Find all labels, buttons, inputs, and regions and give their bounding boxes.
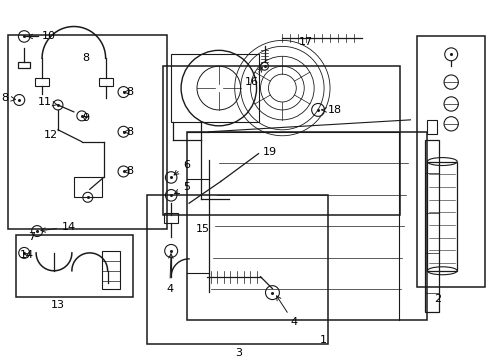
Bar — [101, 251, 120, 289]
Text: 18: 18 — [322, 105, 342, 115]
Bar — [171, 54, 259, 122]
Bar — [427, 162, 457, 271]
Bar — [16, 235, 133, 297]
Text: 14: 14 — [20, 250, 34, 260]
Bar — [35, 78, 49, 86]
Text: 1: 1 — [320, 335, 327, 345]
Bar — [425, 140, 439, 312]
Text: 11: 11 — [38, 97, 57, 107]
Text: 19: 19 — [263, 147, 277, 157]
Bar — [18, 62, 30, 68]
Bar — [417, 36, 485, 287]
Bar — [187, 132, 427, 320]
Text: 12: 12 — [44, 130, 58, 140]
Text: 17: 17 — [299, 37, 313, 48]
Text: 8: 8 — [123, 127, 134, 137]
Text: 16: 16 — [245, 67, 262, 87]
Text: 9: 9 — [82, 113, 89, 123]
Text: 8: 8 — [82, 53, 89, 63]
Text: 8: 8 — [123, 87, 134, 97]
Text: 13: 13 — [51, 300, 65, 310]
Bar — [427, 120, 437, 134]
Bar — [8, 35, 167, 229]
Bar — [74, 177, 101, 197]
Text: 8: 8 — [123, 166, 134, 176]
Text: 4: 4 — [276, 296, 297, 327]
Text: 8: 8 — [1, 93, 15, 103]
Bar — [147, 195, 328, 344]
Text: 7: 7 — [28, 232, 35, 242]
Bar — [163, 66, 399, 215]
Text: 15: 15 — [196, 224, 210, 234]
Bar — [164, 213, 178, 223]
Text: 2: 2 — [434, 293, 441, 303]
Text: 6: 6 — [174, 159, 190, 175]
Text: 5: 5 — [174, 183, 190, 194]
Text: 3: 3 — [235, 348, 242, 358]
Bar — [98, 78, 113, 86]
Text: 4: 4 — [166, 254, 173, 294]
Text: 14: 14 — [41, 222, 76, 232]
Text: 10: 10 — [28, 31, 56, 41]
